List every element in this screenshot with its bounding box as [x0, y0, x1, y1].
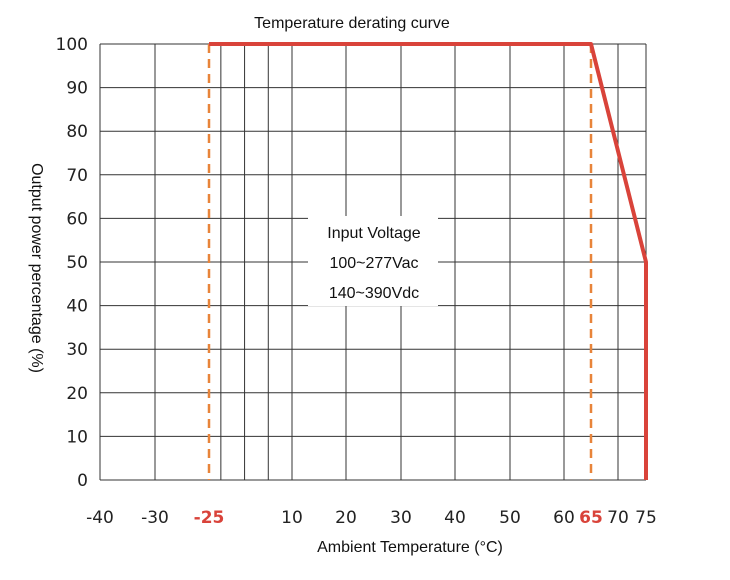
- x-tick-label: 65: [579, 508, 603, 528]
- x-tick-label: -25: [194, 508, 225, 528]
- annotation-line: 100~277Vac: [329, 255, 418, 272]
- y-tick-label: 10: [66, 427, 88, 447]
- y-tick-labels: 0 10 20 30 40 50 60 70 80 90 100: [56, 35, 88, 491]
- x-tick-label: 20: [335, 508, 357, 528]
- x-tick-label: -30: [141, 508, 169, 528]
- x-tick-label: 30: [390, 508, 412, 528]
- y-tick-label: 50: [66, 253, 88, 273]
- chart-title: Temperature derating curve: [254, 15, 450, 32]
- y-tick-label: 60: [66, 209, 88, 229]
- y-tick-label: 30: [66, 340, 88, 360]
- x-tick-label: 40: [444, 508, 466, 528]
- y-tick-label: 90: [66, 79, 88, 99]
- annotation-background: [308, 216, 438, 306]
- y-tick-label: 80: [66, 122, 88, 142]
- annotation-line: 140~390Vdc: [329, 285, 419, 302]
- x-tick-label: 50: [499, 508, 521, 528]
- curve-layer: [209, 42, 648, 480]
- annotation-line: Input Voltage: [327, 225, 421, 242]
- x-tick-label: 60: [553, 508, 575, 528]
- reference-lines: [207, 44, 593, 480]
- y-axis-label: Output power percentage (%): [28, 163, 45, 373]
- x-tick-label: 10: [281, 508, 303, 528]
- x-tick-label: -40: [86, 508, 114, 528]
- x-tick-labels: -40 -30 -25 10 20 30 40 50 60 65 70 75: [86, 508, 657, 528]
- x-tick-label: 75: [635, 508, 657, 528]
- y-tick-label: 70: [66, 166, 88, 186]
- y-tick-label: 40: [66, 297, 88, 317]
- input-voltage-annotation: Input Voltage 100~277Vac 140~390Vdc: [327, 225, 421, 302]
- derating-curve: [209, 42, 648, 480]
- x-tick-label: 70: [607, 508, 629, 528]
- y-tick-label: 0: [77, 471, 88, 491]
- y-tick-label: 100: [56, 35, 88, 55]
- x-axis-label: Ambient Temperature (°C): [317, 539, 503, 556]
- y-tick-label: 20: [66, 384, 88, 404]
